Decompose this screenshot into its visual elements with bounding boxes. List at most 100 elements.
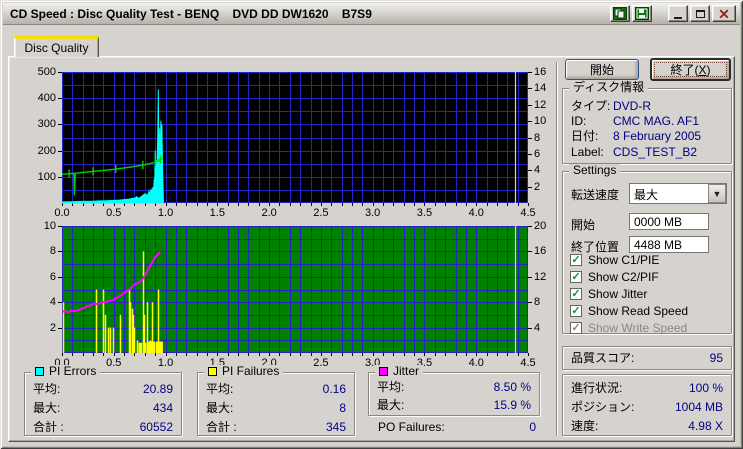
pi-errors-title: PI Errors xyxy=(49,364,97,378)
checkbox-label: Show Read Speed xyxy=(588,304,689,318)
copy-button[interactable] xyxy=(610,5,630,22)
maximize-button[interactable] xyxy=(690,5,710,22)
y-axis-right-tick-label: 4 xyxy=(534,321,541,334)
y-axis-right-tick-label: 10 xyxy=(534,115,547,128)
y-axis-right-tick-label: 12 xyxy=(534,270,547,283)
y-axis-left-tick-label: 400 xyxy=(37,92,56,105)
y-axis-left-tick-label: 300 xyxy=(37,118,56,131)
x-axis-tick-label: 1.0 xyxy=(157,207,174,219)
po-failures-row: PO Failures: 0 xyxy=(378,420,536,434)
stat-row: 最大: 15.9 % xyxy=(377,398,531,412)
pi-errors-groupbox: PI Errors 平均: 20.89 最大: 434 合計 :60552 xyxy=(24,365,182,436)
y-axis-right-tick-label: 16 xyxy=(534,66,547,78)
window-title: CD Speed : Disc Quality Test - BENQ DVD … xyxy=(10,6,372,21)
x-axis-tick-label: 0.0 xyxy=(54,207,70,219)
checkbox-label: Show Jitter xyxy=(588,287,648,301)
jitter-groupbox: Jitter 平均: 8.50 % 最大: 15.9 % xyxy=(368,365,540,416)
save-button[interactable] xyxy=(632,5,652,22)
checkbox-show-jitter[interactable]: ✓ Show Jitter xyxy=(570,286,730,302)
x-axis-tick-label: 4.0 xyxy=(468,207,484,219)
stat-row: 平均: 20.89 xyxy=(33,382,173,396)
x-axis-tick-label: 2.0 xyxy=(261,207,277,219)
show-options-checkboxes: ✓ Show C1/PIE ✓ Show C2/PIF ✓ Show Jitter ✓ Sho… xyxy=(570,252,730,337)
pi-errors-swatch-icon xyxy=(35,367,44,376)
y-axis-right-tick-label: 4 xyxy=(534,164,541,177)
jitter-swatch-icon xyxy=(379,367,388,376)
checkbox-show-c2-pif[interactable]: ✓ Show C2/PIF xyxy=(570,269,730,285)
x-axis-tick-label: 4.5 xyxy=(520,357,536,369)
checkbox-check-icon[interactable]: ✓ xyxy=(570,271,582,283)
checkbox-check-icon[interactable]: ✓ xyxy=(570,288,582,300)
panel-separator xyxy=(556,62,558,436)
disc-info-title: ディスク情報 xyxy=(569,81,649,94)
minimize-button[interactable] xyxy=(668,5,688,22)
minimize-icon xyxy=(674,16,682,19)
y-axis-left-tick-label: 4 xyxy=(49,296,56,309)
x-axis-tick-label: 1.5 xyxy=(209,207,225,219)
x-axis-tick-label: 4.5 xyxy=(520,207,536,219)
start-pos-label: 開始 xyxy=(571,218,596,232)
checkbox-show-read-speed[interactable]: ✓ Show Read Speed xyxy=(570,303,730,319)
checkbox-check-icon[interactable]: ✓ xyxy=(570,305,582,317)
y-axis-left-tick-label: 2 xyxy=(49,321,56,334)
jitter-legend: Jitter xyxy=(375,364,424,378)
y-axis-right-tick-label: 6 xyxy=(534,147,541,160)
checkbox-show-c1-pie[interactable]: ✓ Show C1/PIE xyxy=(570,252,730,268)
x-axis-tick-label: 4.0 xyxy=(468,357,484,369)
y-axis-right-tick-label: 16 xyxy=(534,245,547,258)
quality-score-row: 品質スコア: 95 xyxy=(571,351,723,365)
progress-row: 進行状況: 100 % xyxy=(571,381,723,395)
disc-info-row: ID: CMC MAG. AF1 xyxy=(571,114,700,128)
disc-info-groupbox: ディスク情報 タイプ: DVD-R ID: CMC MAG. AF1 日付: 8 Fe… xyxy=(562,81,732,164)
end-pos-field[interactable] xyxy=(629,236,709,253)
y-axis-right-tick-label: 8 xyxy=(534,131,541,144)
disc-info-row: Label: CDS_TEST_B2 xyxy=(571,145,698,159)
settings-groupbox: Settings 転送速度 最大 ▼ 開始 終了位置 xyxy=(562,164,732,334)
exit-button[interactable]: 終了(X) xyxy=(650,58,731,81)
start-pos-field[interactable] xyxy=(629,213,709,230)
y-axis-left-tick-label: 8 xyxy=(49,245,56,258)
tab-page xyxy=(8,56,735,442)
start-button[interactable]: 開始 xyxy=(565,59,639,80)
x-axis-tick-label: 3.5 xyxy=(416,207,433,219)
position-row: ポジション: 1004 MB xyxy=(571,400,723,414)
save-icon xyxy=(635,7,649,20)
pi-failures-title: PI Failures xyxy=(222,364,280,378)
pi-errors-legend: PI Errors xyxy=(31,364,101,378)
y-axis-right-tick-label: 12 xyxy=(534,98,547,111)
y-axis-left-tick-label: 500 xyxy=(37,66,56,78)
stat-row: 最大: 434 xyxy=(33,401,173,415)
tab-label: Disc Quality xyxy=(24,41,89,55)
stat-row: 平均: 8.50 % xyxy=(377,380,531,394)
end-pos-label: 終了位置 xyxy=(571,240,620,254)
progress-groupbox: 進行状況: 100 % ポジション: 1004 MB 速度: 4.98 X xyxy=(562,374,732,436)
y-axis-left-tick-label: 100 xyxy=(37,170,56,183)
y-axis-left-tick-label: 200 xyxy=(37,144,56,157)
pi-failures-legend: PI Failures xyxy=(204,364,284,378)
x-axis-tick-label: 0.5 xyxy=(106,207,122,219)
y-axis-left-tick-label: 10 xyxy=(43,220,56,232)
checkbox-check-icon[interactable]: ✓ xyxy=(570,254,582,266)
checkbox-label: Show C1/PIE xyxy=(588,253,660,267)
jitter-title: Jitter xyxy=(393,364,420,378)
close-button[interactable]: ✕ xyxy=(712,5,736,22)
x-axis-tick-label: 1.0 xyxy=(157,357,174,369)
stat-row: 合計 :60552 xyxy=(33,420,173,434)
quality-score-groupbox: 品質スコア: 95 xyxy=(562,346,732,370)
stat-row: 平均: 0.16 xyxy=(206,382,346,396)
y-axis-right-tick-label: 20 xyxy=(534,220,547,232)
settings-title: Settings xyxy=(569,164,621,177)
y-axis-right-tick-label: 14 xyxy=(534,82,547,95)
checkbox-show-write-speed: ✓ Show Write Speed xyxy=(570,320,730,336)
y-axis-right-tick-label: 8 xyxy=(534,296,541,309)
tab-disc-quality[interactable]: Disc Quality xyxy=(14,36,99,57)
titlebar: CD Speed : Disc Quality Test - BENQ DVD … xyxy=(3,3,740,25)
chevron-down-icon[interactable]: ▼ xyxy=(708,184,726,203)
pi-failures-swatch-icon xyxy=(208,367,217,376)
copy-icon xyxy=(613,7,627,20)
y-axis-left-tick-label: 6 xyxy=(49,270,56,283)
speed-select[interactable]: 最大 ▼ xyxy=(629,183,727,204)
pi-failures-groupbox: PI Failures 平均: 0.16 最大: 8 合計 :345 xyxy=(197,365,355,436)
checkbox-label: Show C2/PIF xyxy=(588,270,659,284)
x-axis-tick-label: 2.5 xyxy=(313,357,329,369)
